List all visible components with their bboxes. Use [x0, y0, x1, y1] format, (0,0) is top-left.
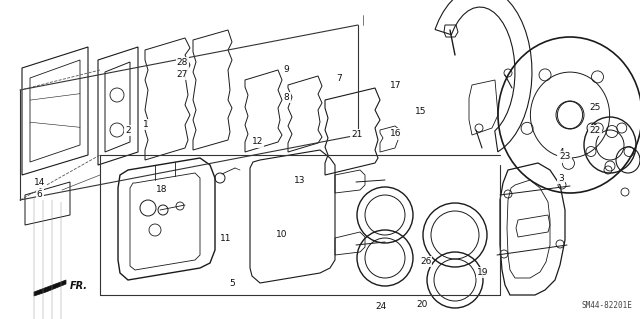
Text: 22: 22 [589, 126, 601, 135]
Text: 26: 26 [420, 257, 431, 266]
Text: 18: 18 [156, 185, 168, 194]
Text: 1: 1 [143, 120, 148, 129]
Text: 28: 28 [177, 58, 188, 67]
Polygon shape [34, 280, 66, 296]
Text: 13: 13 [294, 176, 305, 185]
Text: 25: 25 [589, 103, 601, 112]
Text: 9: 9 [284, 65, 289, 74]
Text: 14: 14 [34, 178, 45, 187]
Text: 21: 21 [351, 130, 363, 139]
Text: 2: 2 [125, 126, 131, 135]
Text: 23: 23 [559, 152, 571, 161]
Text: 19: 19 [477, 268, 489, 277]
Text: SM44-82201E: SM44-82201E [581, 301, 632, 310]
Text: 12: 12 [252, 137, 263, 146]
Text: 15: 15 [415, 107, 427, 115]
Text: 10: 10 [276, 230, 287, 239]
Text: 5: 5 [230, 279, 235, 288]
Text: 6: 6 [37, 190, 42, 199]
Text: 11: 11 [220, 234, 231, 243]
Text: 24: 24 [375, 302, 387, 311]
Text: 3: 3 [559, 174, 564, 183]
Text: 8: 8 [284, 93, 289, 102]
Text: 16: 16 [390, 130, 401, 138]
Text: 27: 27 [177, 70, 188, 78]
Text: 4: 4 [559, 148, 564, 157]
Text: FR.: FR. [70, 281, 88, 291]
Text: 7: 7 [337, 74, 342, 83]
Text: 17: 17 [390, 81, 401, 90]
Text: 20: 20 [417, 300, 428, 309]
